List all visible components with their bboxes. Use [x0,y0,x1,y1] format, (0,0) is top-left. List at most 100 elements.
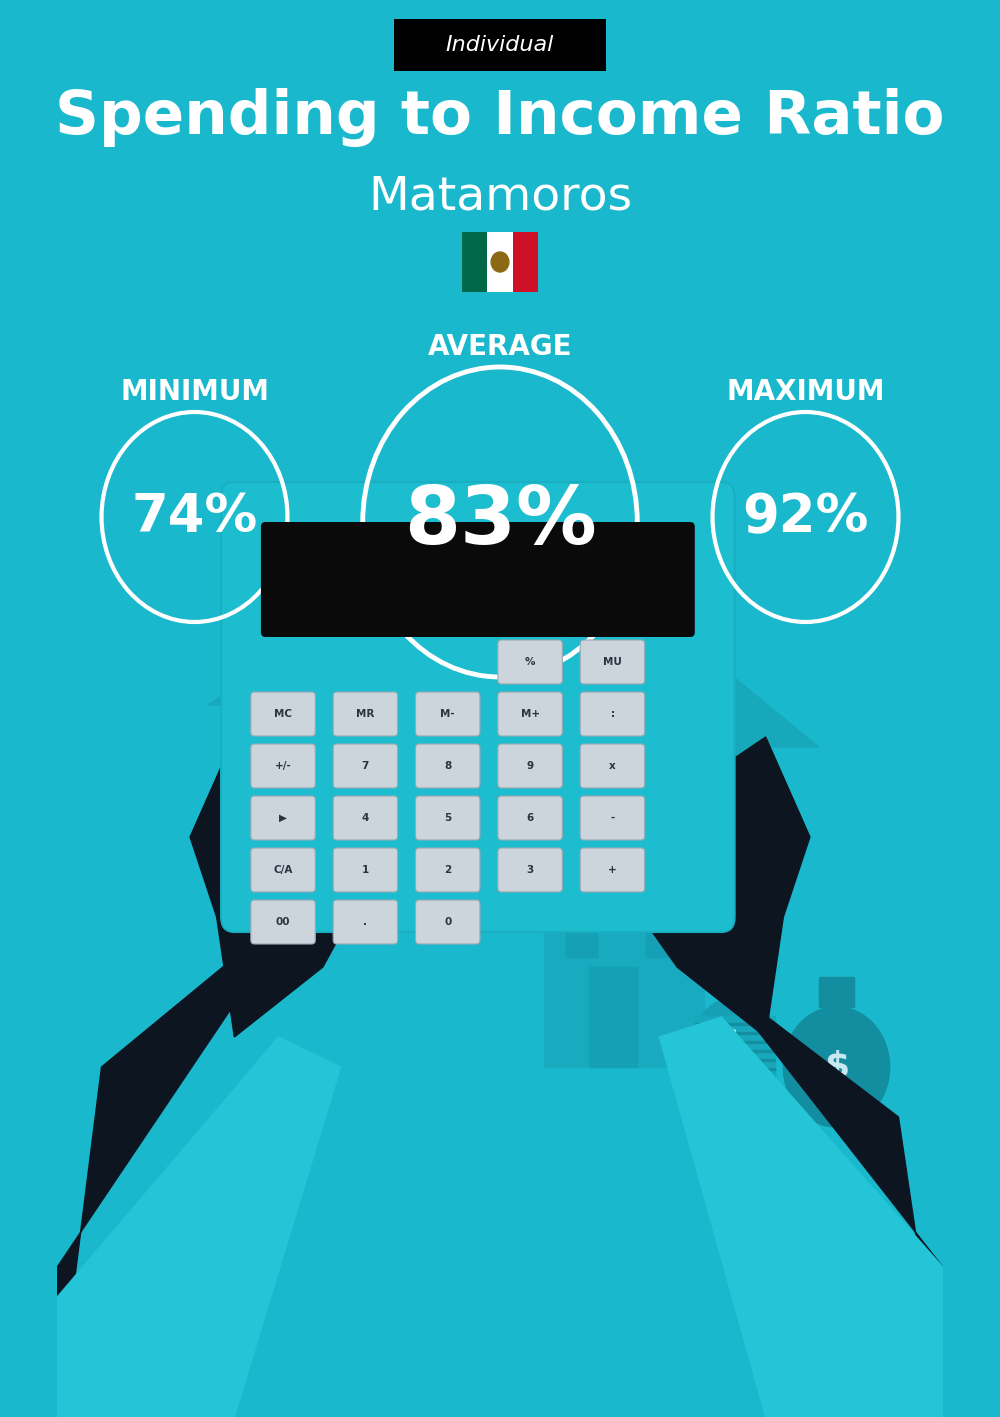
FancyBboxPatch shape [333,847,398,891]
Polygon shape [566,917,597,956]
Text: MR: MR [356,708,375,718]
Text: 74%: 74% [131,492,258,543]
Polygon shape [695,1043,775,1050]
FancyBboxPatch shape [498,744,562,788]
FancyBboxPatch shape [416,691,480,735]
Polygon shape [695,1024,775,1032]
Polygon shape [695,1061,775,1068]
Polygon shape [518,717,783,1037]
Text: .: . [363,917,367,927]
Text: 1: 1 [362,864,369,876]
Text: 9: 9 [527,761,534,771]
FancyBboxPatch shape [580,691,645,735]
FancyBboxPatch shape [580,744,645,788]
Polygon shape [695,737,810,917]
Polygon shape [57,767,429,1417]
Polygon shape [695,1077,775,1078]
Polygon shape [668,837,686,897]
FancyBboxPatch shape [513,232,538,292]
FancyBboxPatch shape [580,640,645,684]
Text: 7: 7 [362,761,369,771]
Polygon shape [695,1041,775,1043]
Polygon shape [190,737,305,917]
FancyBboxPatch shape [333,900,398,944]
Text: MU: MU [603,657,622,667]
Text: $: $ [722,1027,738,1047]
Text: C/A: C/A [273,864,293,876]
Text: x: x [609,761,616,771]
FancyBboxPatch shape [416,744,480,788]
FancyBboxPatch shape [580,847,645,891]
FancyBboxPatch shape [498,847,562,891]
FancyBboxPatch shape [416,900,480,944]
Text: Matamoros: Matamoros [368,174,632,220]
FancyBboxPatch shape [462,232,487,292]
FancyBboxPatch shape [251,900,315,944]
Polygon shape [695,1051,775,1058]
Polygon shape [695,1070,775,1077]
Text: 4: 4 [362,813,369,823]
Polygon shape [695,1016,775,1023]
FancyBboxPatch shape [487,232,513,292]
Polygon shape [624,667,819,867]
Text: +: + [608,864,617,876]
Polygon shape [571,837,943,1417]
Text: 83%: 83% [404,483,596,561]
FancyBboxPatch shape [333,796,398,840]
Polygon shape [695,1034,775,1041]
Text: 2: 2 [444,864,451,876]
Text: 8: 8 [444,761,451,771]
Polygon shape [518,786,730,897]
Text: $: $ [824,1050,849,1084]
Text: ▶: ▶ [279,813,287,823]
Text: M+: M+ [521,708,540,718]
Text: Spending to Income Ratio: Spending to Income Ratio [55,88,945,146]
FancyBboxPatch shape [416,847,480,891]
FancyBboxPatch shape [580,796,645,840]
Text: MAXIMUM: MAXIMUM [726,378,885,407]
Polygon shape [208,616,473,837]
Polygon shape [695,1058,775,1061]
Polygon shape [217,697,482,1037]
Text: :: : [610,708,615,718]
Text: AVERAGE: AVERAGE [428,333,572,361]
FancyBboxPatch shape [221,482,735,932]
Text: MC: MC [274,708,292,718]
FancyBboxPatch shape [498,691,562,735]
Text: 92%: 92% [742,492,869,543]
Text: -: - [610,813,615,823]
Text: M-: M- [440,708,455,718]
FancyBboxPatch shape [333,691,398,735]
Polygon shape [717,979,744,999]
Polygon shape [57,1037,341,1417]
FancyBboxPatch shape [498,640,562,684]
Polygon shape [695,1050,775,1051]
Text: 3: 3 [526,864,534,876]
FancyBboxPatch shape [251,744,315,788]
Polygon shape [695,1032,775,1034]
Polygon shape [544,897,704,1067]
Circle shape [491,252,509,272]
FancyBboxPatch shape [333,744,398,788]
FancyBboxPatch shape [416,796,480,840]
Text: 5: 5 [444,813,451,823]
Polygon shape [695,1023,775,1024]
Circle shape [783,1007,890,1127]
FancyBboxPatch shape [261,521,695,638]
FancyBboxPatch shape [251,691,315,735]
Polygon shape [819,976,854,1007]
Polygon shape [659,1017,943,1417]
FancyBboxPatch shape [498,796,562,840]
Text: 0: 0 [444,917,451,927]
FancyBboxPatch shape [251,847,315,891]
Text: 00: 00 [276,917,290,927]
Polygon shape [695,1068,775,1070]
Text: MINIMUM: MINIMUM [120,378,269,407]
Polygon shape [589,966,637,1067]
Polygon shape [646,917,677,956]
Text: %: % [525,657,535,667]
Circle shape [697,999,764,1076]
Text: Individual: Individual [446,35,554,55]
FancyBboxPatch shape [251,796,315,840]
Text: 6: 6 [526,813,534,823]
